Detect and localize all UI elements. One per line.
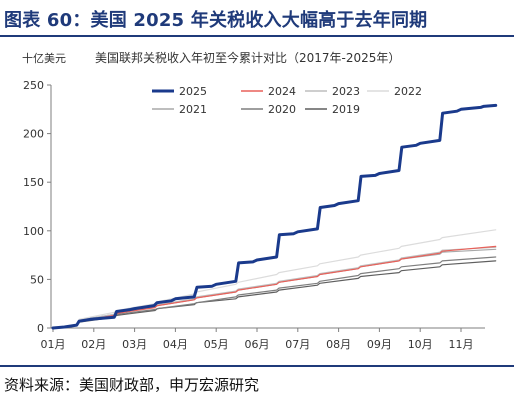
title-bar: 图表 60：美国 2025 年关税收入大幅高于去年同期 [0,0,514,37]
y-tick-label: 250 [23,79,44,92]
x-tick-label: 10月 [408,338,433,351]
y-tick-label: 50 [30,273,44,286]
title-divider [0,35,514,37]
legend-label-2022: 2022 [394,85,422,98]
source-note: 资料来源：美国财政部，申万宏源研究 [4,376,260,394]
x-tick-label: 04月 [163,338,188,351]
x-tick-label: 07月 [285,338,310,351]
chart-axes: 0 50 100 150 200 250 01月 02月 03月 04月 05月 06月 07月 08月 0… [23,79,485,351]
x-tick-label: 02月 [81,338,106,351]
figure-title: 图表 60：美国 2025 年关税收入大幅高于去年同期 [4,10,428,31]
series-line-2022 [52,229,497,329]
legend-label-2023: 2023 [332,85,360,98]
series-line-2021 [52,248,497,329]
y-axis-unit-label: 十亿美元 [22,52,66,65]
legend-label-2025: 2025 [179,85,207,98]
footer-divider [0,365,514,367]
y-tick-label: 0 [37,322,44,335]
legend-label-2024: 2024 [268,85,296,98]
x-tick-label: 03月 [122,338,147,351]
x-tick-label: 06月 [245,338,270,351]
y-tick-label: 100 [23,225,44,238]
legend-label-2019: 2019 [332,103,360,116]
legend-label-2021: 2021 [179,103,207,116]
y-tick-label: 200 [23,128,44,141]
series-line-2023 [52,246,497,329]
x-tick-label: 05月 [204,338,229,351]
chart-legend: 2025 2024 2023 2022 2021 2020 2019 [152,85,422,116]
chart-series [51,103,498,330]
legend-label-2020: 2020 [268,103,296,116]
y-tick-label: 150 [23,176,44,189]
x-tick-label: 08月 [326,338,351,351]
x-tick-label: 11月 [449,338,474,351]
x-tick-label: 01月 [41,338,66,351]
series-line-2025 [51,103,498,330]
chart-title: 美国联邦关税收入年初至今累计对比（2017年-2025年） [95,51,401,65]
x-tick-label: 09月 [367,338,392,351]
series-line-2019 [52,260,497,329]
